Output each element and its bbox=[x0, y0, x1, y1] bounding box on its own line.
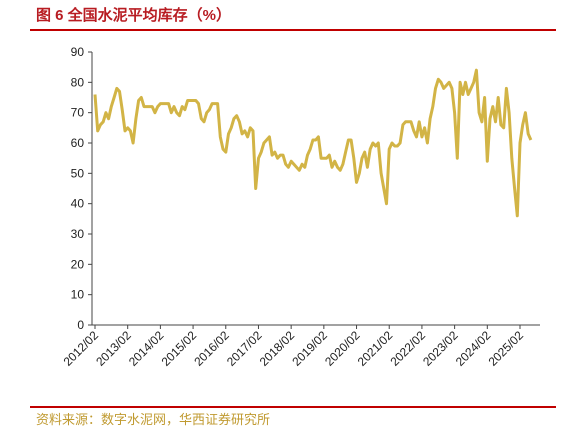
x-tick-label: 2014/02 bbox=[126, 328, 167, 369]
x-tick-label: 2017/02 bbox=[224, 328, 265, 369]
x-tick-label: 2012/02 bbox=[61, 328, 102, 369]
x-tick-label: 2024/02 bbox=[453, 328, 494, 369]
x-tick-label: 2016/02 bbox=[191, 328, 232, 369]
x-tick-label: 2025/02 bbox=[486, 328, 527, 369]
y-tick-label: 20 bbox=[71, 257, 85, 271]
x-tick-label: 2023/02 bbox=[420, 328, 461, 369]
x-tick-label: 2013/02 bbox=[93, 328, 134, 369]
x-tick-label: 2020/02 bbox=[322, 328, 363, 369]
x-tick-label: 2018/02 bbox=[257, 328, 298, 369]
y-tick-label: 10 bbox=[71, 288, 85, 302]
x-tick-label: 2015/02 bbox=[159, 328, 200, 369]
y-tick-label: 40 bbox=[71, 197, 85, 211]
y-tick-label: 30 bbox=[71, 227, 85, 241]
y-tick-label: 0 bbox=[77, 318, 84, 332]
x-tick-label: 2019/02 bbox=[289, 328, 330, 369]
y-tick-label: 90 bbox=[71, 45, 85, 59]
data-line bbox=[93, 68, 533, 218]
chart-title: 图 6 全国水泥平均库存（%） bbox=[36, 6, 231, 24]
y-tick-label: 70 bbox=[71, 106, 85, 120]
x-tick-label: 2022/02 bbox=[387, 328, 428, 369]
y-tick-label: 80 bbox=[71, 75, 85, 89]
source-note: 资料来源：数字水泥网，华西证券研究所 bbox=[36, 412, 270, 427]
y-tick-label: 60 bbox=[71, 136, 85, 150]
y-tick-label: 50 bbox=[71, 166, 85, 180]
x-tick-label: 2021/02 bbox=[355, 328, 396, 369]
